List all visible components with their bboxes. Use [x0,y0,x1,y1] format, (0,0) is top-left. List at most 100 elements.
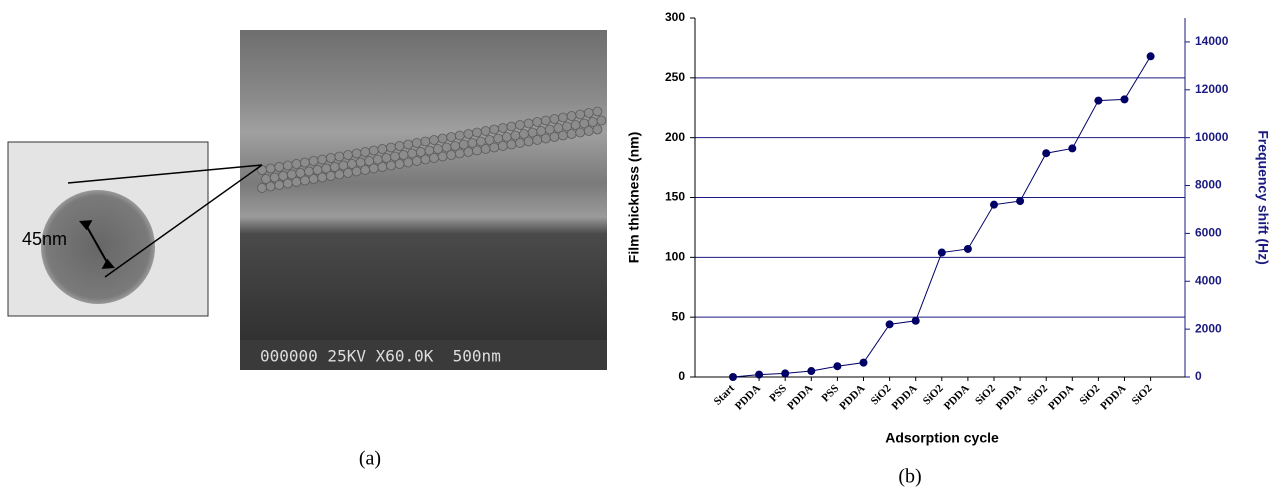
sphere [575,109,586,120]
x-tick-label: PDDA [1046,382,1076,412]
sphere [291,159,302,169]
sphere [575,127,586,138]
sphere [489,124,500,135]
sphere-layer [257,106,607,193]
sphere [489,142,500,153]
y-tick-label: 250 [665,70,685,84]
sphere [343,150,353,160]
sem-info-bar [240,340,607,370]
x-tick-label: PDDA [942,382,972,412]
data-point [990,200,998,209]
y2-tick-label: 12000 [1195,82,1229,96]
sphere [429,135,439,145]
data-point [885,320,894,329]
size-arrow [85,224,109,265]
sphere [480,144,491,154]
sphere [523,136,534,147]
sphere [291,177,302,187]
sphere [446,132,457,142]
sphere [360,147,371,157]
sphere [377,144,388,154]
x-tick-label: PDDA [785,382,815,412]
y-tick-label: 150 [665,190,685,204]
sphere [325,153,336,163]
panel-caption: (b) [898,466,921,488]
x-tick-label: PDDA [994,382,1024,412]
sphere [549,132,560,142]
sphere [506,139,517,150]
data-point [807,367,816,376]
sphere [282,160,293,171]
sphere [351,166,362,177]
sphere [325,171,336,181]
sphere [300,175,310,186]
y-tick-label: 100 [665,250,685,264]
x-axis-title: Adsorption cycle [885,430,999,446]
sphere [532,117,543,127]
sphere [463,147,474,157]
sphere [308,156,319,166]
size-label: 45nm [22,229,67,249]
sphere [274,180,285,190]
y-axis-title: Film thickness (nm) [626,132,642,263]
sphere [334,169,345,180]
sphere [429,153,439,163]
x-tick-label: PDDA [890,382,920,412]
sphere [317,154,328,165]
sem-caption: 000000 25KV X60.0K 500nm [260,347,501,366]
sphere [394,159,405,169]
x-tick-label: PDDA [1098,382,1128,412]
data-point [859,358,868,367]
sphere [411,156,422,166]
sphere [360,165,371,175]
sphere [437,133,448,144]
sphere [300,157,310,168]
sphere [394,141,405,151]
data-point [1016,197,1025,206]
sphere [386,160,396,171]
sphere [583,126,594,136]
sphere [265,163,276,174]
x-tick-label: PSS [819,382,841,404]
sphere [274,162,285,172]
x-tick-label: PSS [767,382,789,404]
data-point [963,244,972,253]
sphere [403,157,414,168]
sphere [592,106,603,117]
y2-tick-label: 2000 [1195,321,1222,335]
sphere [446,150,457,160]
sphere [549,114,560,124]
zoom-line [104,164,263,278]
sphere [497,123,508,133]
x-tick-label: PDDA [733,382,763,412]
sphere [282,178,293,189]
x-tick-label: PDDA [837,382,867,412]
sphere [566,111,577,121]
y2-tick-label: 10000 [1195,130,1229,144]
sphere [497,141,508,151]
zoom-line [67,164,263,184]
y2-tick-label: 14000 [1195,34,1229,48]
data-point [937,248,946,257]
y2-tick-label: 0 [1195,369,1202,383]
sphere [377,162,388,172]
sphere [334,151,345,162]
sphere [558,130,568,141]
sphere [317,172,328,183]
data-point [1042,149,1051,158]
data-point [1120,95,1129,104]
y-tick-label: 50 [672,309,686,323]
data-point [1068,144,1077,153]
chart: 0 50 100 150 200 250 300 0 2000 4000 6000 8000 10000… [626,10,1272,487]
x-tick-label: SiO2 [1130,382,1155,407]
series-line [732,56,1152,378]
data-point [781,369,790,378]
y2-tick-label: 6000 [1195,226,1222,240]
sphere [540,115,551,126]
y-tick-label: 200 [665,130,685,144]
sphere [566,129,577,139]
sphere [351,148,362,159]
data-point [755,370,764,379]
data-point [1146,52,1155,61]
